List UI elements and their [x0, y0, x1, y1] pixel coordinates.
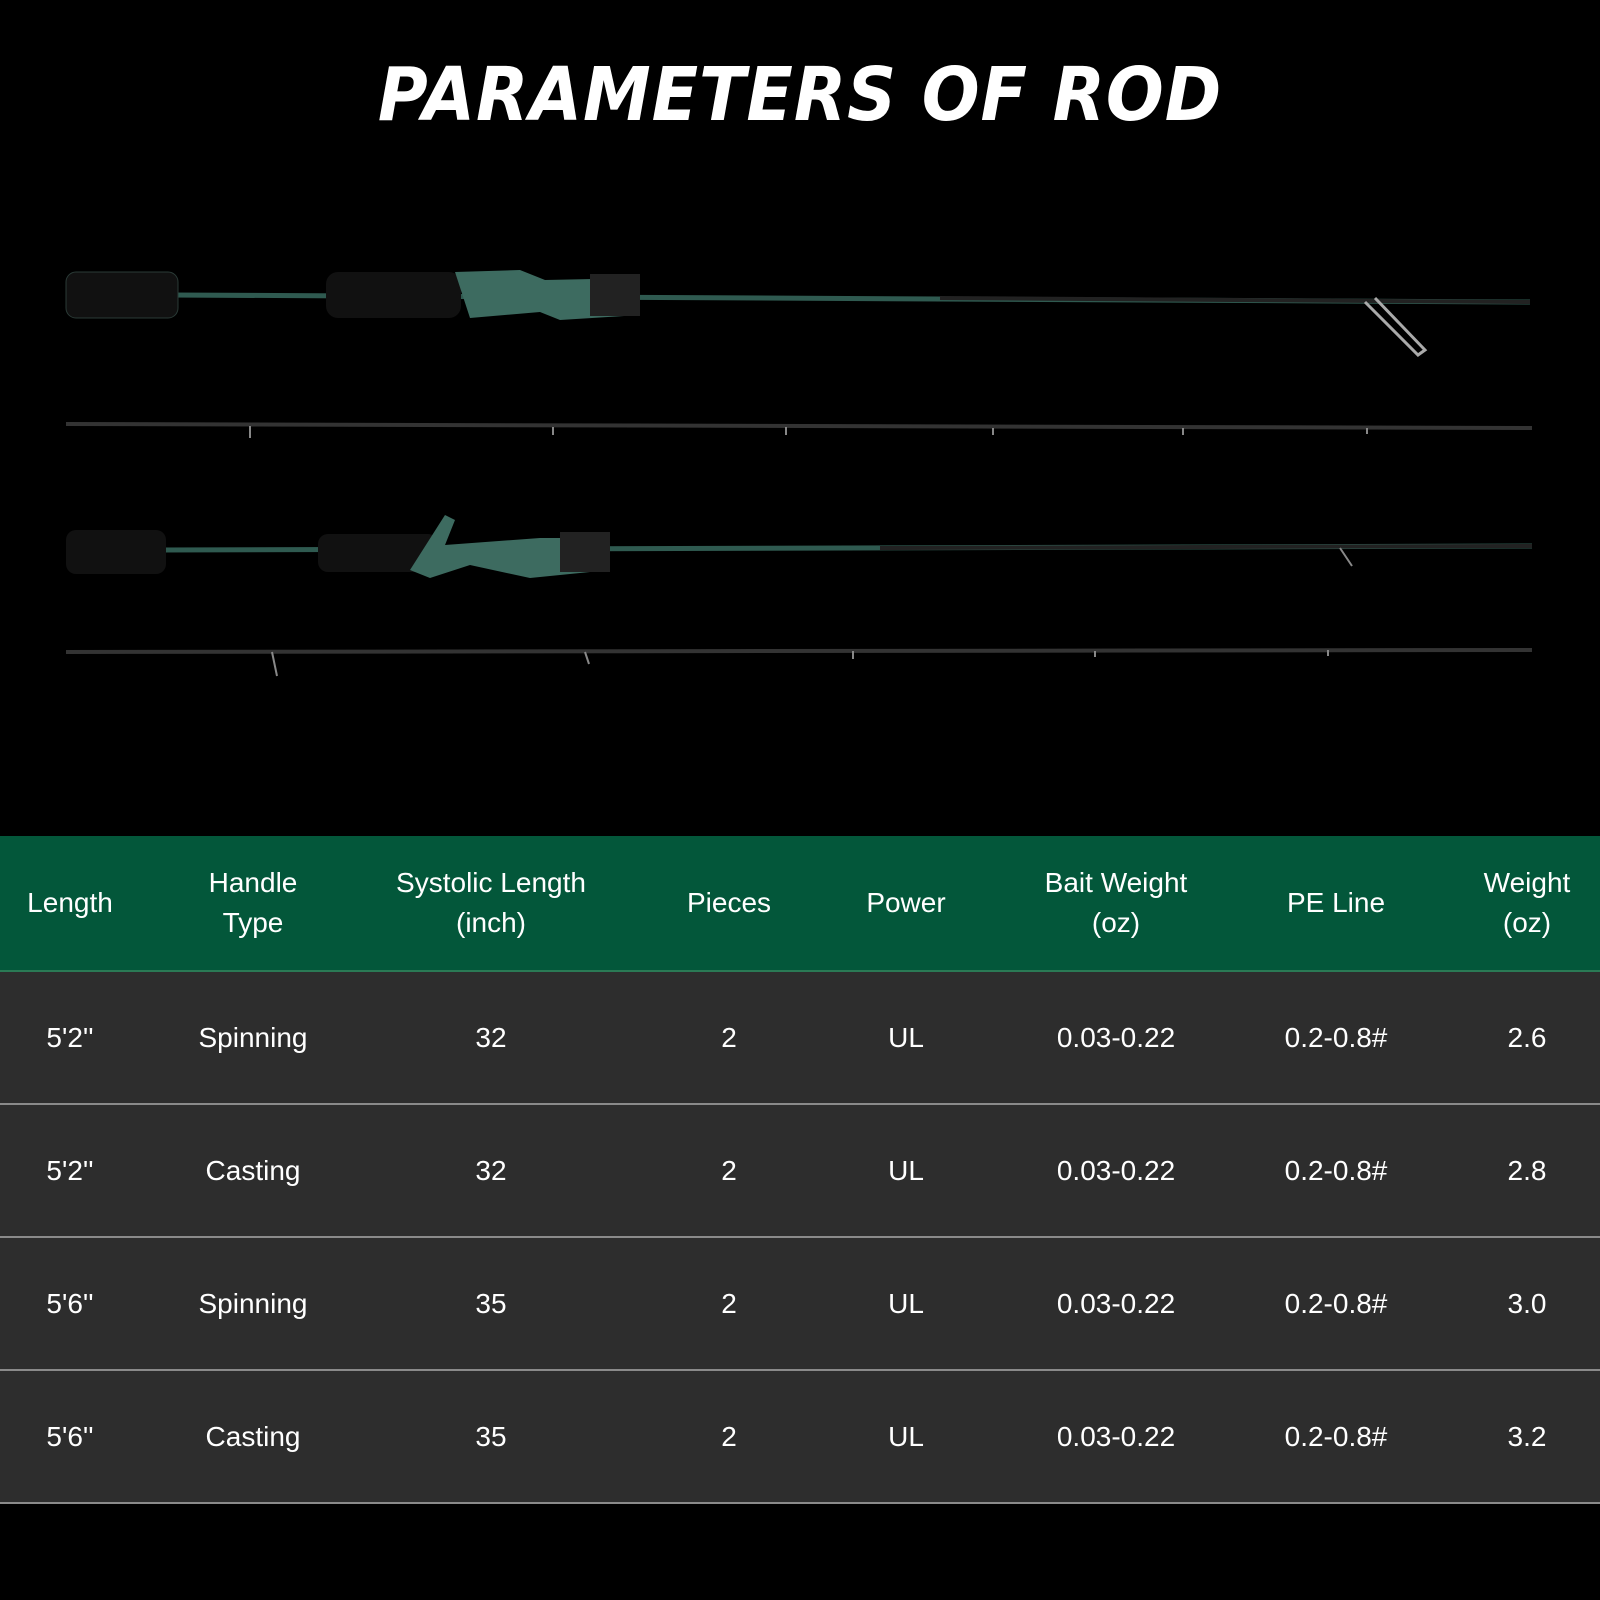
table-header-row: Length Handle Type Systolic Length (inch… [0, 836, 1600, 972]
cell-weight: 3.0 [1507, 1287, 1547, 1319]
cell-power: UL [888, 1021, 924, 1053]
cell-pe-line: 0.2-0.8# [1284, 1287, 1388, 1319]
header-pieces: Pieces [686, 887, 772, 918]
table-row: 5'2'' Spinning 32 2 UL 0.03-0.22 0.2-0.8# 2.6 [0, 972, 1600, 1105]
cell-weight: 2.8 [1507, 1154, 1547, 1186]
header-bait-weight: Bait Weight (oz) [1044, 867, 1188, 938]
header-power: Power [866, 887, 946, 918]
cell-power: UL [888, 1287, 924, 1319]
cell-bait-weight: 0.03-0.22 [1056, 1420, 1176, 1452]
cell-handle-type: Casting [205, 1154, 301, 1186]
cell-length: 5'6'' [46, 1287, 94, 1319]
cell-weight: 3.2 [1507, 1420, 1547, 1452]
cell-bait-weight: 0.03-0.22 [1056, 1287, 1176, 1319]
cell-handle-type: Spinning [198, 1021, 308, 1053]
cell-pieces: 2 [721, 1420, 737, 1452]
cell-bait-weight: 0.03-0.22 [1056, 1021, 1176, 1053]
cell-systolic-length: 32 [475, 1154, 507, 1186]
cell-pieces: 2 [721, 1287, 737, 1319]
header-systolic-length: Systolic Length (inch) [396, 867, 586, 938]
spinning-rod-tip-image [65, 422, 1533, 438]
cell-systolic-length: 35 [475, 1420, 507, 1452]
header-length: Length [27, 887, 113, 918]
cell-weight: 2.6 [1507, 1021, 1547, 1053]
cell-length: 5'2'' [46, 1021, 94, 1053]
cell-systolic-length: 32 [475, 1021, 507, 1053]
parameters-table: Length Handle Type Systolic Length (inch… [0, 836, 1600, 1504]
casting-rod-butt-image [66, 515, 1533, 578]
cell-power: UL [888, 1154, 924, 1186]
cell-handle-type: Spinning [198, 1287, 308, 1319]
cell-bait-weight: 0.03-0.22 [1056, 1154, 1176, 1186]
cell-pe-line: 0.2-0.8# [1284, 1420, 1388, 1452]
header-pe-line: PE Line [1286, 887, 1386, 918]
cell-length: 5'6'' [46, 1420, 94, 1452]
cell-length: 5'2'' [46, 1154, 94, 1186]
cell-handle-type: Casting [205, 1420, 301, 1452]
header-handle-type: Handle Type [208, 867, 298, 938]
spinning-rod-butt-image [65, 270, 1531, 357]
page-title: PARAMETERS OF ROD [377, 52, 1223, 138]
header-weight: Weight (oz) [1483, 867, 1571, 938]
cell-pe-line: 0.2-0.8# [1284, 1021, 1388, 1053]
cell-pieces: 2 [721, 1021, 737, 1053]
cell-power: UL [888, 1420, 924, 1452]
cell-systolic-length: 35 [475, 1287, 507, 1319]
table-row: 5'6'' Spinning 35 2 UL 0.03-0.22 0.2-0.8# 3.0 [0, 1238, 1600, 1371]
rod-images [65, 270, 1533, 677]
table-row: 5'2'' Casting 32 2 UL 0.03-0.22 0.2-0.8# 2.8 [0, 1105, 1600, 1238]
table-row: 5'6'' Casting 35 2 UL 0.03-0.22 0.2-0.8# 3.2 [0, 1371, 1600, 1504]
cell-pe-line: 0.2-0.8# [1284, 1154, 1388, 1186]
casting-rod-tip-image [65, 648, 1533, 677]
cell-pieces: 2 [721, 1154, 737, 1186]
